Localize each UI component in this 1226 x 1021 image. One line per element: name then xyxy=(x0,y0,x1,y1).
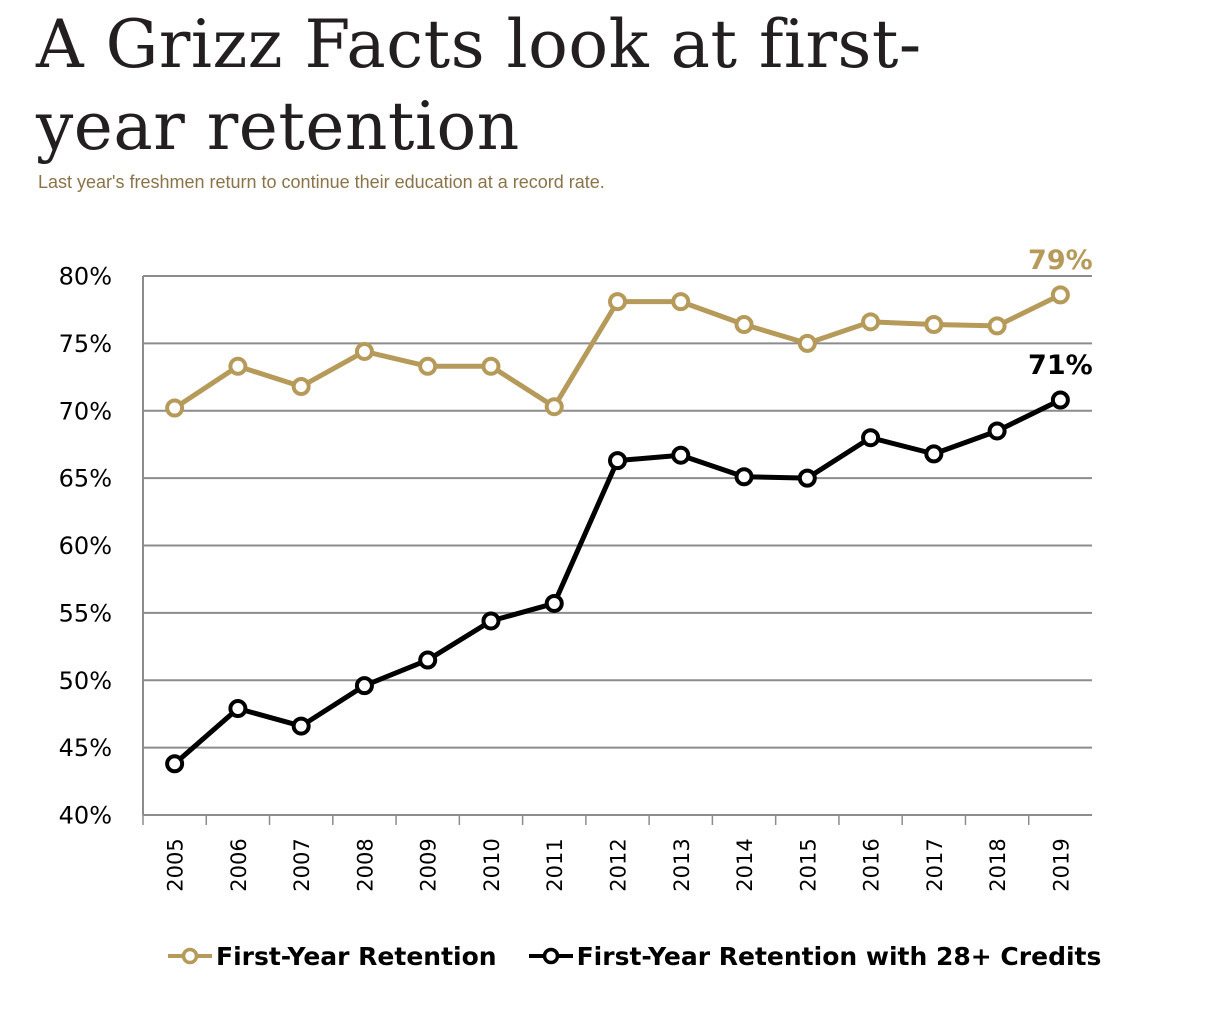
end-label-series-1: 71% xyxy=(1028,350,1093,381)
y-tick-label-80: 80% xyxy=(59,263,112,291)
series-1-point-2017 xyxy=(924,444,944,464)
series-1-point-2019 xyxy=(1050,390,1070,410)
legend: First-Year Retention First-Year Retentio… xyxy=(168,936,1133,976)
series-1-point-2018 xyxy=(987,421,1007,441)
series-1-point-2014 xyxy=(734,467,754,487)
end-labels: 79% 71% xyxy=(1028,245,1093,381)
y-tick-label-75: 75% xyxy=(59,330,112,358)
series-0-point-2019 xyxy=(1050,285,1070,305)
legend-swatch-gold xyxy=(168,947,212,965)
series-0-point-2010 xyxy=(481,356,501,376)
legend-item-28-credits: First-Year Retention with 28+ Credits xyxy=(528,941,1102,971)
legend-label-28-credits: First-Year Retention with 28+ Credits xyxy=(576,941,1102,971)
series-0-point-2018 xyxy=(987,316,1007,336)
x-tick-label-2009: 2009 xyxy=(417,838,441,891)
series-1-point-2008 xyxy=(354,676,374,696)
series-1-point-2006 xyxy=(228,699,248,719)
series-1-point-2009 xyxy=(418,650,438,670)
x-tick-label-2015: 2015 xyxy=(796,838,820,891)
series-1-point-2011 xyxy=(544,593,564,613)
y-tick-label-55: 55% xyxy=(59,599,112,627)
series-1-point-2016 xyxy=(861,428,881,448)
y-tick-label-70: 70% xyxy=(59,397,112,425)
y-tick-label-50: 50% xyxy=(59,667,112,695)
x-tick-label-2005: 2005 xyxy=(164,838,188,891)
series-1-point-2005 xyxy=(165,754,185,774)
series-0-point-2013 xyxy=(671,292,691,312)
series-0-point-2008 xyxy=(354,341,374,361)
title-line-1: A Grizz Facts look at first- xyxy=(36,6,922,83)
y-tick-label-40: 40% xyxy=(59,802,112,830)
legend-swatch-black xyxy=(528,947,573,965)
x-tick-label-2011: 2011 xyxy=(543,838,567,891)
x-tick-label-2012: 2012 xyxy=(607,838,631,891)
x-tick-label-2010: 2010 xyxy=(480,838,504,891)
x-tick-label-2013: 2013 xyxy=(670,838,694,891)
x-tick-label-2017: 2017 xyxy=(923,838,947,891)
x-tick-label-2019: 2019 xyxy=(1049,838,1073,891)
y-axis-ticks: 40% 45% 50% 55% 60% 65% 70% 75% 80% xyxy=(59,263,112,830)
series-0-point-2016 xyxy=(861,312,881,332)
series-0-point-2005 xyxy=(165,398,185,418)
series-0-point-2009 xyxy=(418,356,438,376)
y-tick-label-65: 65% xyxy=(59,465,112,493)
y-tick-label-60: 60% xyxy=(59,532,112,560)
series-1-point-2007 xyxy=(291,716,311,736)
x-axis-ticks: 2005 2006 2007 2008 2009 2010 2011 2012 2013 2014… xyxy=(142,815,1073,892)
series-1-point-2013 xyxy=(671,445,691,465)
series-0-point-2006 xyxy=(228,356,248,376)
title-line-2: year retention xyxy=(36,88,520,165)
chart-title: A Grizz Facts look at first-year retenti… xyxy=(36,4,1036,168)
series-group xyxy=(165,285,1070,774)
series-1-point-2012 xyxy=(608,451,627,471)
x-tick-label-2014: 2014 xyxy=(733,838,757,891)
x-tick-label-2008: 2008 xyxy=(353,838,377,891)
line-chart: 40% 45% 50% 55% 60% 65% 70% 75% 80% 2005 2006 2007… xyxy=(59,245,1093,892)
series-0-point-2012 xyxy=(608,292,627,312)
x-tick-label-2016: 2016 xyxy=(860,838,884,891)
x-tick-label-2018: 2018 xyxy=(986,838,1010,891)
legend-item-first-year-retention: First-Year Retention xyxy=(168,942,497,971)
series-0-point-2015 xyxy=(797,333,817,353)
series-0-point-2017 xyxy=(924,315,944,335)
series-1-point-2010 xyxy=(481,611,501,631)
series-0-point-2011 xyxy=(544,397,564,417)
y-tick-label-45: 45% xyxy=(59,734,112,762)
series-0-point-2007 xyxy=(291,376,311,396)
end-label-series-0: 79% xyxy=(1028,245,1093,276)
legend-label-first-year-retention: First-Year Retention xyxy=(216,941,497,971)
chart-subtitle: Last year's freshmen return to continue … xyxy=(38,172,605,192)
x-tick-label-2007: 2007 xyxy=(290,838,314,891)
series-1-point-2015 xyxy=(797,468,817,488)
x-tick-label-2006: 2006 xyxy=(227,838,251,891)
series-0-point-2014 xyxy=(734,315,754,335)
gridlines xyxy=(142,275,1092,816)
